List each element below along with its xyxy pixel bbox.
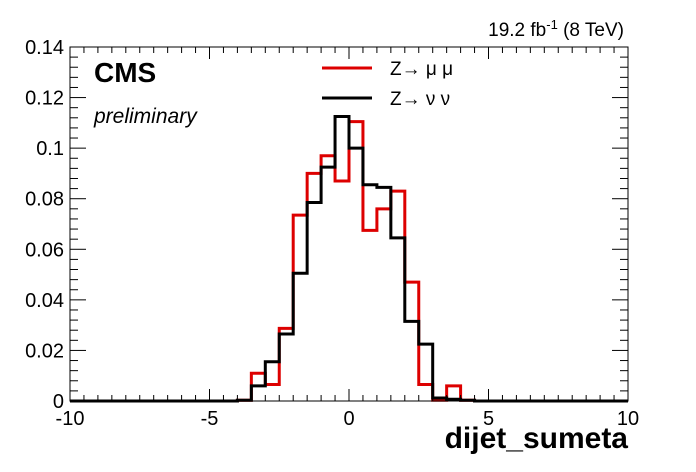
x-tick-label: -5 bbox=[201, 408, 219, 430]
x-axis-title: dijet_sumeta bbox=[445, 422, 629, 455]
experiment-label: CMS bbox=[94, 57, 156, 88]
y-tick-label: 0.02 bbox=[25, 340, 64, 362]
legend-label-znunu: Z→ ν ν bbox=[390, 89, 450, 110]
legend-label-zmumu: Z→ μ μ bbox=[390, 59, 453, 80]
luminosity-label: 19.2 fb-1 (8 TeV) bbox=[488, 17, 624, 42]
y-tick-label: 0.06 bbox=[25, 239, 64, 261]
status-label: preliminary bbox=[93, 105, 198, 128]
x-tick-label: 0 bbox=[343, 408, 354, 430]
legend: Z→ μ μ Z→ ν ν bbox=[322, 59, 453, 110]
y-tick-label: 0.14 bbox=[25, 37, 64, 59]
y-tick-label: 0.04 bbox=[25, 290, 64, 312]
y-tick-label: 0 bbox=[53, 391, 64, 413]
x-tick-label: 5 bbox=[483, 408, 494, 430]
y-tick-label: 0.1 bbox=[36, 138, 64, 160]
x-tick-label: -10 bbox=[56, 408, 85, 430]
axes: 0 0.02 0.04 0.06 0.08 0.1 0.12 0.14 -10 -5 0 5 10 bbox=[25, 37, 639, 430]
y-tick-label: 0.12 bbox=[25, 88, 64, 110]
x-tick-label: 10 bbox=[617, 408, 639, 430]
y-tick-label: 0.08 bbox=[25, 189, 64, 211]
